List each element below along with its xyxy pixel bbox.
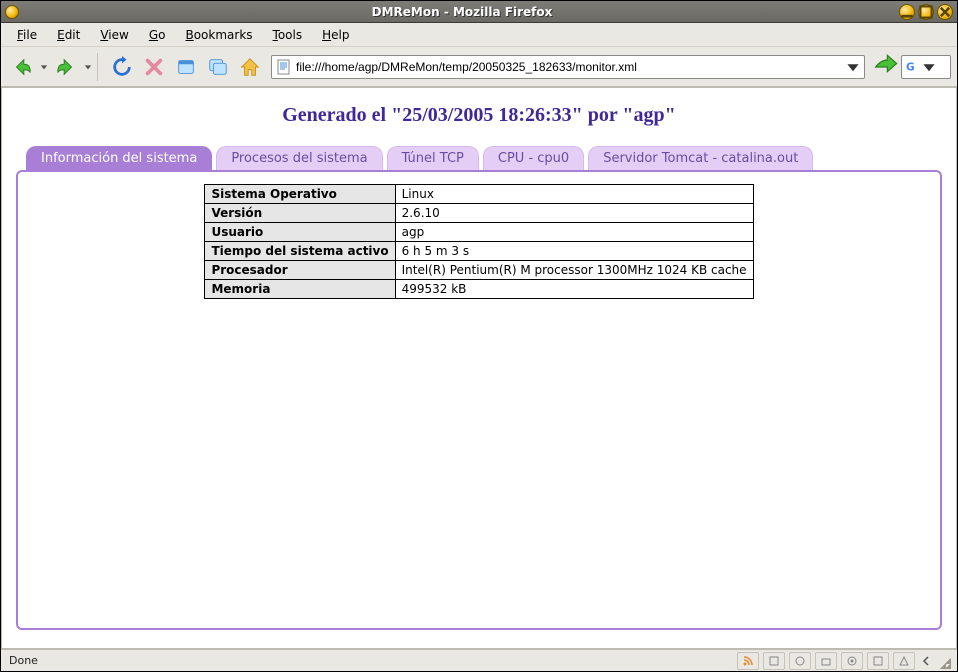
table-row: Sistema OperativoLinux	[205, 185, 753, 204]
page-heading: Generado el "25/03/2005 18:26:33" por "a…	[12, 104, 946, 127]
heading-user: "agp"	[622, 104, 675, 126]
page-tabs: Información del sistema Procesos del sis…	[12, 145, 946, 170]
search-box[interactable]: G	[901, 55, 951, 79]
status-icon-1[interactable]	[763, 652, 785, 670]
back-dropdown[interactable]	[39, 63, 49, 71]
back-button[interactable]	[7, 52, 37, 82]
cell-cpu-key: Procesador	[205, 261, 395, 280]
cell-mem-key: Memoria	[205, 280, 395, 299]
page-icon	[276, 59, 292, 75]
cell-user-key: Usuario	[205, 223, 395, 242]
menubar: File Edit View Go Bookmarks Tools Help	[1, 23, 957, 47]
status-feed-icon[interactable]	[737, 652, 759, 670]
app-icon	[5, 5, 19, 19]
heading-timestamp: "25/03/2005 18:26:33"	[391, 104, 583, 126]
menu-tools[interactable]: Tools	[265, 26, 311, 44]
status-scroll-left[interactable]	[919, 656, 933, 666]
cell-os-key: Sistema Operativo	[205, 185, 395, 204]
tab-tcp-tunnel[interactable]: Túnel TCP	[387, 146, 479, 171]
new-window-button[interactable]	[203, 52, 233, 82]
status-text: Done	[7, 654, 733, 667]
tab-system-info[interactable]: Información del sistema	[26, 146, 212, 171]
close-button[interactable]	[937, 4, 953, 20]
cell-mem-value: 499532 kB	[395, 280, 753, 299]
menu-file[interactable]: File	[9, 26, 45, 44]
svg-text:G: G	[906, 61, 915, 73]
menu-edit[interactable]: Edit	[49, 26, 88, 44]
table-row: Versión2.6.10	[205, 204, 753, 223]
toolbar-separator	[97, 53, 103, 81]
maximize-button[interactable]	[918, 4, 934, 20]
cell-os-value: Linux	[395, 185, 753, 204]
url-bar[interactable]	[271, 55, 865, 79]
window-title: DMReMon - Mozilla Firefox	[25, 5, 899, 19]
cell-user-value: agp	[395, 223, 753, 242]
browser-window: DMReMon - Mozilla Firefox File Edit View…	[0, 0, 958, 672]
status-icon-4[interactable]	[841, 652, 863, 670]
cell-uptime-key: Tiempo del sistema activo	[205, 242, 395, 261]
url-input[interactable]	[296, 60, 842, 74]
status-icon-2[interactable]	[789, 652, 811, 670]
cell-version-value: 2.6.10	[395, 204, 753, 223]
table-row: Tiempo del sistema activo6 h 5 m 3 s	[205, 242, 753, 261]
reload-button[interactable]	[107, 52, 137, 82]
heading-prefix: Generado el	[282, 104, 391, 126]
resize-grip[interactable]	[937, 655, 951, 669]
google-icon: G	[906, 60, 920, 74]
forward-dropdown[interactable]	[83, 63, 93, 71]
table-row: Usuarioagp	[205, 223, 753, 242]
table-row: Memoria499532 kB	[205, 280, 753, 299]
forward-button[interactable]	[51, 52, 81, 82]
url-dropdown[interactable]	[846, 56, 860, 78]
menu-help[interactable]: Help	[314, 26, 357, 44]
new-tab-button[interactable]	[171, 52, 201, 82]
heading-mid: por	[583, 104, 623, 126]
tab-cpu[interactable]: CPU - cpu0	[483, 146, 584, 171]
cell-cpu-value: Intel(R) Pentium(R) M processor 1300MHz …	[395, 261, 753, 280]
tab-tomcat[interactable]: Servidor Tomcat - catalina.out	[588, 146, 813, 171]
status-icon-3[interactable]	[815, 652, 837, 670]
system-info-table: Sistema OperativoLinux Versión2.6.10 Usu…	[204, 184, 753, 299]
content-area: Generado el "25/03/2005 18:26:33" por "a…	[1, 87, 957, 649]
page: Generado el "25/03/2005 18:26:33" por "a…	[2, 88, 956, 630]
go-button[interactable]	[871, 53, 899, 81]
menu-bookmarks[interactable]: Bookmarks	[177, 26, 260, 44]
toolbar: G	[1, 47, 957, 87]
minimize-button[interactable]	[899, 4, 915, 20]
status-icon-5[interactable]	[867, 652, 889, 670]
stop-button[interactable]	[139, 52, 169, 82]
menu-view[interactable]: View	[92, 26, 136, 44]
menu-go[interactable]: Go	[141, 26, 174, 44]
window-buttons	[899, 4, 953, 20]
cell-version-key: Versión	[205, 204, 395, 223]
tab-system-processes[interactable]: Procesos del sistema	[216, 146, 382, 171]
cell-uptime-value: 6 h 5 m 3 s	[395, 242, 753, 261]
search-dropdown-icon[interactable]	[922, 60, 936, 74]
statusbar: Done	[1, 649, 957, 671]
table-row: ProcesadorIntel(R) Pentium(R) M processo…	[205, 261, 753, 280]
home-button[interactable]	[235, 52, 265, 82]
tab-panel: Sistema OperativoLinux Versión2.6.10 Usu…	[16, 170, 942, 630]
titlebar[interactable]: DMReMon - Mozilla Firefox	[1, 1, 957, 23]
status-icon-6[interactable]	[893, 652, 915, 670]
